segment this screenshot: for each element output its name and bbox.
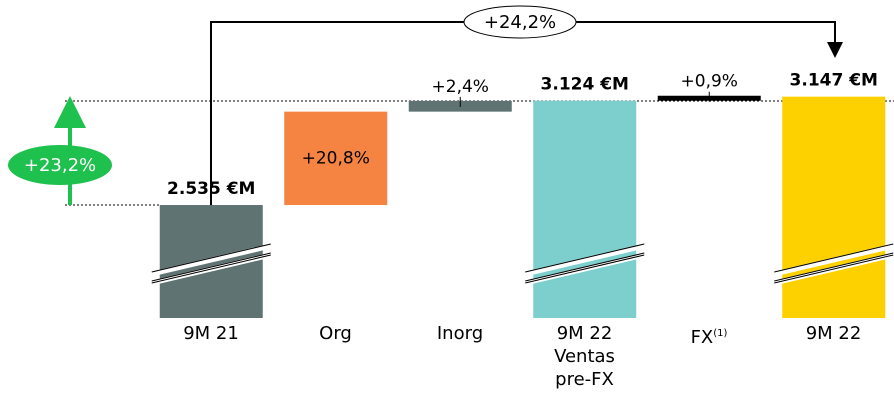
category: 9M 21 xyxy=(183,323,239,344)
category: Inorg xyxy=(436,323,484,344)
category: Org xyxy=(319,323,352,344)
footnote: (1) xyxy=(713,328,728,339)
x-tick-label: FX(1) xyxy=(647,322,771,349)
value-label: 3.147 €M xyxy=(790,71,878,91)
break-edge xyxy=(525,254,645,284)
break-edge xyxy=(151,254,271,284)
bracket-label: +24,2% xyxy=(484,12,556,33)
change-label: +2,4% xyxy=(432,77,489,97)
axis-break xyxy=(774,252,894,282)
x-tick-label: Org xyxy=(274,322,398,345)
value-label: 2.535 €M xyxy=(167,179,255,199)
category: FX xyxy=(690,327,714,348)
axis-break xyxy=(524,243,645,277)
category: 9M 22 xyxy=(805,323,862,344)
growth-badge xyxy=(8,145,112,185)
axis-break xyxy=(773,243,894,277)
bar xyxy=(533,100,637,318)
axis-break xyxy=(525,243,645,273)
growth-label: +23,2% xyxy=(24,155,96,176)
change-label: +20,8% xyxy=(302,148,370,168)
category: 9M 22 Ventas pre-FX xyxy=(554,323,615,390)
bar xyxy=(782,96,886,318)
axis-break xyxy=(151,252,271,282)
value-label: 3.124 €M xyxy=(541,75,629,95)
x-tick-label: 9M 21 xyxy=(149,322,273,345)
x-tick-label: 9M 22 xyxy=(772,322,894,345)
axis-break xyxy=(774,243,894,273)
x-tick-label: 9M 22 Ventas pre-FX xyxy=(523,322,647,391)
bracket-badge xyxy=(463,5,577,39)
axis-break xyxy=(151,243,272,277)
x-tick-label: Inorg xyxy=(398,322,522,345)
axis-break xyxy=(525,252,645,282)
break-edge xyxy=(774,254,894,284)
axis-break xyxy=(151,243,271,273)
change-label: +0,9% xyxy=(681,72,738,92)
bar xyxy=(284,111,388,206)
